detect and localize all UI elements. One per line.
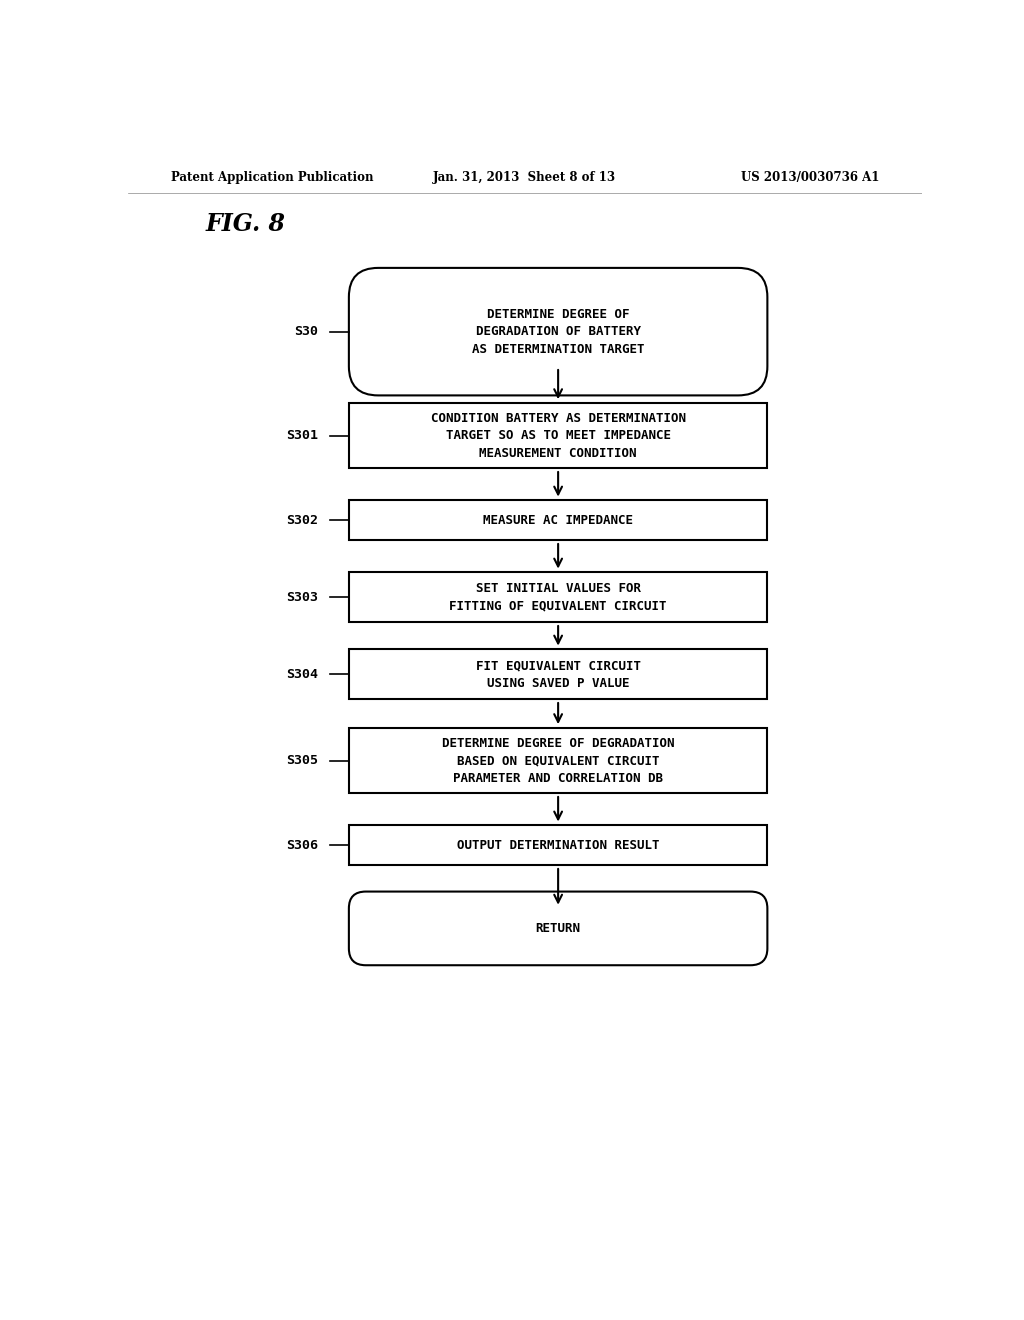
Text: FIT EQUIVALENT CIRCUIT
USING SAVED P VALUE: FIT EQUIVALENT CIRCUIT USING SAVED P VAL… [475, 659, 641, 689]
Text: OUTPUT DETERMINATION RESULT: OUTPUT DETERMINATION RESULT [457, 838, 659, 851]
Text: FIG. 8: FIG. 8 [206, 211, 286, 236]
Text: SET INITIAL VALUES FOR
FITTING OF EQUIVALENT CIRCUIT: SET INITIAL VALUES FOR FITTING OF EQUIVA… [450, 582, 667, 612]
Text: S304: S304 [286, 668, 317, 681]
FancyBboxPatch shape [349, 649, 767, 700]
Text: RETURN: RETURN [536, 921, 581, 935]
FancyBboxPatch shape [349, 403, 767, 469]
Text: Jan. 31, 2013  Sheet 8 of 13: Jan. 31, 2013 Sheet 8 of 13 [433, 172, 616, 185]
FancyBboxPatch shape [349, 891, 767, 965]
Text: S303: S303 [286, 591, 317, 603]
Text: DETERMINE DEGREE OF DEGRADATION
BASED ON EQUIVALENT CIRCUIT
PARAMETER AND CORREL: DETERMINE DEGREE OF DEGRADATION BASED ON… [442, 737, 675, 784]
FancyBboxPatch shape [349, 500, 767, 540]
Text: S305: S305 [286, 754, 317, 767]
Text: S302: S302 [286, 513, 317, 527]
FancyBboxPatch shape [349, 825, 767, 866]
Text: S301: S301 [286, 429, 317, 442]
FancyBboxPatch shape [349, 573, 767, 622]
FancyBboxPatch shape [349, 268, 767, 396]
FancyBboxPatch shape [349, 727, 767, 793]
Text: CONDITION BATTERY AS DETERMINATION
TARGET SO AS TO MEET IMPEDANCE
MEASUREMENT CO: CONDITION BATTERY AS DETERMINATION TARGE… [431, 412, 686, 459]
Text: US 2013/0030736 A1: US 2013/0030736 A1 [741, 172, 880, 185]
Text: DETERMINE DEGREE OF
DEGRADATION OF BATTERY
AS DETERMINATION TARGET: DETERMINE DEGREE OF DEGRADATION OF BATTE… [472, 308, 644, 355]
Text: S30: S30 [294, 325, 317, 338]
Text: Patent Application Publication: Patent Application Publication [171, 172, 373, 185]
Text: S306: S306 [286, 838, 317, 851]
Text: MEASURE AC IMPEDANCE: MEASURE AC IMPEDANCE [483, 513, 633, 527]
